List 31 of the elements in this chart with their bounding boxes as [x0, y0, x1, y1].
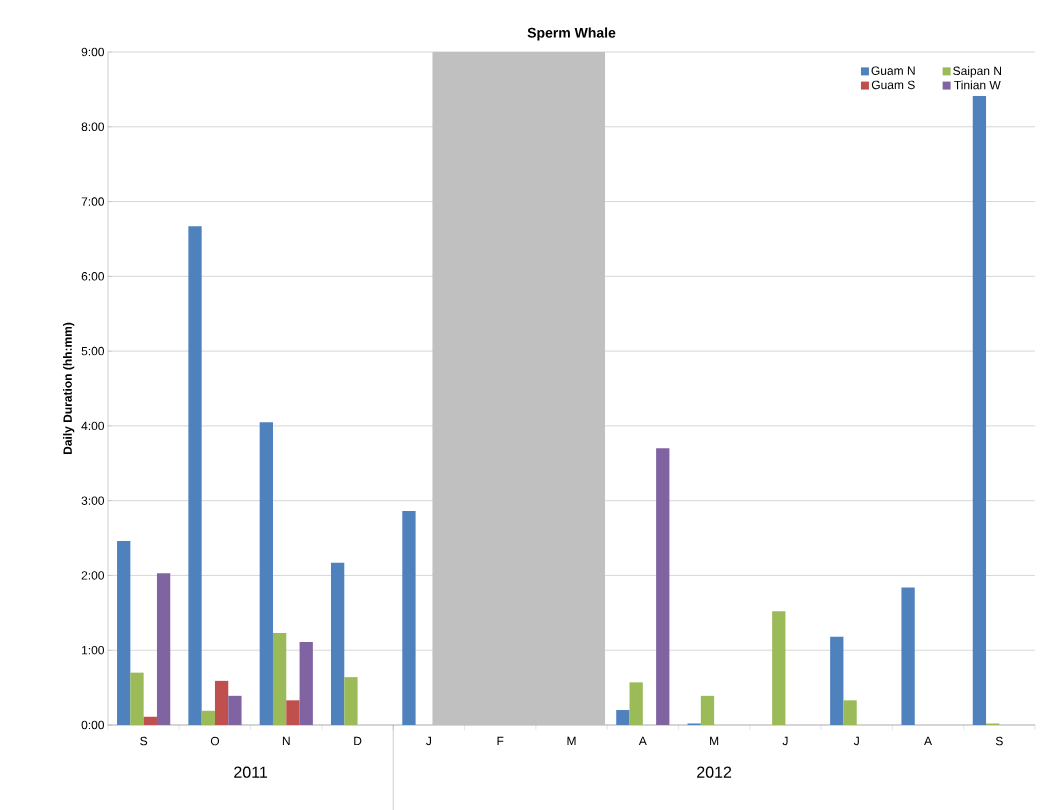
- x-tick-label: N: [282, 736, 290, 746]
- y-tick-label: 8:00: [81, 122, 105, 132]
- x-tick-label: J: [782, 736, 788, 746]
- x-tick-label: D: [354, 736, 362, 746]
- y-tick-label: 0:00: [81, 720, 105, 730]
- x-tick-label: M: [710, 736, 719, 746]
- y-axis-title: Daily Duration (hh:mm): [63, 322, 75, 455]
- x-tick-label: J: [426, 736, 431, 746]
- legend-label: Guam N: [871, 66, 915, 75]
- x-tick-label: A: [924, 736, 933, 746]
- y-tick-label: 6:00: [81, 272, 105, 281]
- x-tick-label: S: [995, 736, 1003, 746]
- x-tick-label: F: [497, 736, 504, 746]
- legend-label: Tinian W: [954, 80, 1001, 90]
- text: 2012: [697, 766, 732, 778]
- x-tick-label: S: [140, 736, 148, 746]
- x-tick-label: M: [567, 736, 576, 746]
- y-tick-label: 9:00: [81, 47, 105, 57]
- y-tick-label: 5:00: [81, 346, 105, 356]
- legend-label: Saipan N: [953, 66, 1001, 78]
- y-tick-label: 4:00: [81, 421, 105, 431]
- y-tick-label: 7:00: [81, 197, 105, 206]
- x-tick-label: A: [638, 736, 647, 746]
- x-tick-label: J: [853, 736, 859, 746]
- chart-title: Sperm Whale: [527, 27, 616, 41]
- x-tick-label: O: [210, 736, 220, 746]
- legend-label: Guam S: [871, 80, 915, 90]
- y-tick-label: 3:00: [81, 496, 105, 505]
- y-tick-label: 2:00: [81, 571, 105, 580]
- y-tick-label: 1:00: [82, 645, 105, 655]
- text: 2011: [234, 766, 268, 778]
